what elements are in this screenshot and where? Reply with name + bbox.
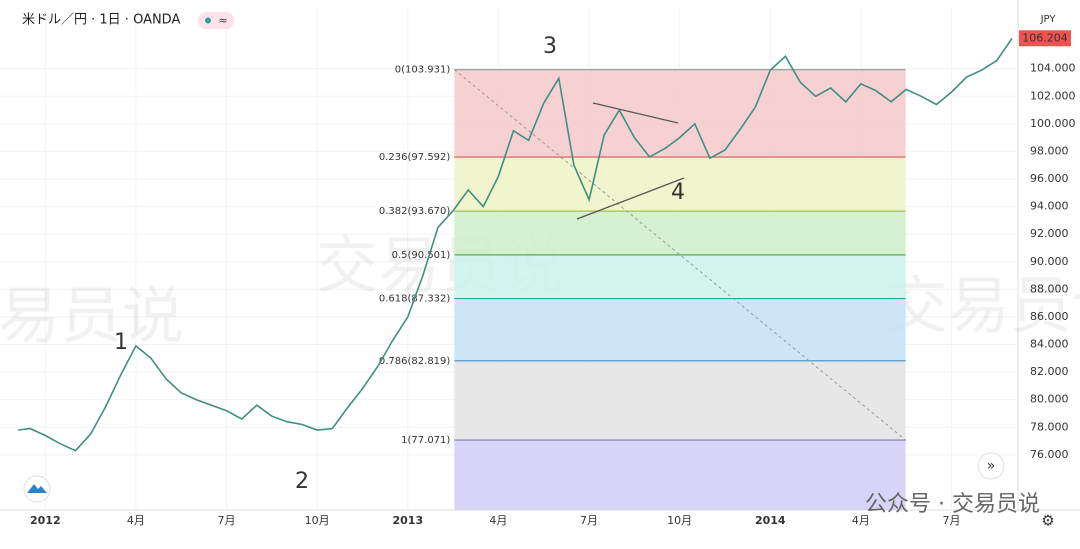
- fib-band: [454, 69, 906, 158]
- x-tick-label: 4月: [852, 514, 870, 527]
- y-tick-label: 102.000: [1030, 89, 1076, 102]
- trendline: [576, 177, 685, 220]
- watermark: 交易员说: [0, 279, 184, 352]
- scroll-icon: »: [987, 458, 996, 474]
- x-tick-label: 4月: [489, 514, 507, 527]
- fib-band: [454, 298, 906, 361]
- fib-band: [454, 440, 906, 510]
- chart-title: 米ドル／円 · 1日 · OANDA: [22, 13, 180, 28]
- x-tick-label: 2012: [30, 514, 61, 527]
- wave-label: 4: [671, 180, 685, 205]
- fib-label: 1(77.071): [401, 435, 450, 446]
- fib-band: [454, 360, 906, 441]
- fib-label: 0.5(90.501): [392, 250, 451, 261]
- fib-trend: [454, 69, 906, 441]
- y-tick-label: 86.000: [1030, 310, 1069, 323]
- price-line: [18, 37, 1013, 452]
- fib-label: 0.786(82.819): [379, 356, 451, 367]
- y-tick-label: 80.000: [1030, 393, 1069, 406]
- x-tick-label: 10月: [667, 514, 692, 527]
- y-tick-label: 88.000: [1030, 282, 1069, 295]
- wave-label: 3: [543, 34, 557, 59]
- x-tick-label: 7月: [218, 514, 236, 527]
- fib-band: [454, 211, 906, 255]
- logo-icon: [27, 484, 47, 493]
- y-tick-label: 76.000: [1030, 448, 1069, 461]
- footer-watermark: 公众号 · 交易员说: [865, 492, 1040, 517]
- badge-dot: [205, 17, 211, 24]
- scroll-button[interactable]: [977, 452, 1005, 480]
- y-tick-label: 94.000: [1030, 200, 1069, 213]
- trendline: [592, 102, 679, 124]
- y-tick-label: 98.000: [1030, 144, 1069, 157]
- fib-band: [454, 254, 906, 299]
- currency-label: JPY: [1040, 14, 1057, 25]
- fib-label: 0.382(93.670): [379, 206, 451, 217]
- y-tick-label: 104.000: [1030, 62, 1076, 75]
- x-tick-label: 7月: [943, 514, 961, 527]
- last-price-label: 106.204: [1022, 31, 1068, 44]
- watermark: 交易员说: [886, 269, 1080, 342]
- y-tick-label: 96.000: [1030, 172, 1069, 185]
- wave-label: 2: [295, 469, 309, 494]
- y-tick-label: 92.000: [1030, 227, 1069, 240]
- settings-icon: ⚙: [1041, 512, 1054, 530]
- x-tick-label: 2014: [755, 514, 786, 527]
- y-tick-label: 78.000: [1030, 420, 1069, 433]
- x-tick-label: 7月: [580, 514, 598, 527]
- x-tick-label: 2013: [392, 514, 423, 527]
- fib-label: 0(103.931): [395, 65, 451, 76]
- y-tick-label: 84.000: [1030, 338, 1069, 351]
- fib-band: [454, 157, 906, 212]
- y-tick-label: 82.000: [1030, 365, 1069, 378]
- y-tick-label: 100.000: [1030, 117, 1076, 130]
- y-tick-label: 90.000: [1030, 255, 1069, 268]
- badge-icon: ≈: [218, 14, 227, 27]
- x-tick-label: 4月: [127, 514, 145, 527]
- x-tick-label: 10月: [305, 514, 330, 527]
- last-price-badge: [1019, 30, 1071, 47]
- wave-label: 1: [114, 330, 128, 355]
- badge: [198, 12, 234, 29]
- fib-label: 0.236(97.592): [379, 152, 451, 163]
